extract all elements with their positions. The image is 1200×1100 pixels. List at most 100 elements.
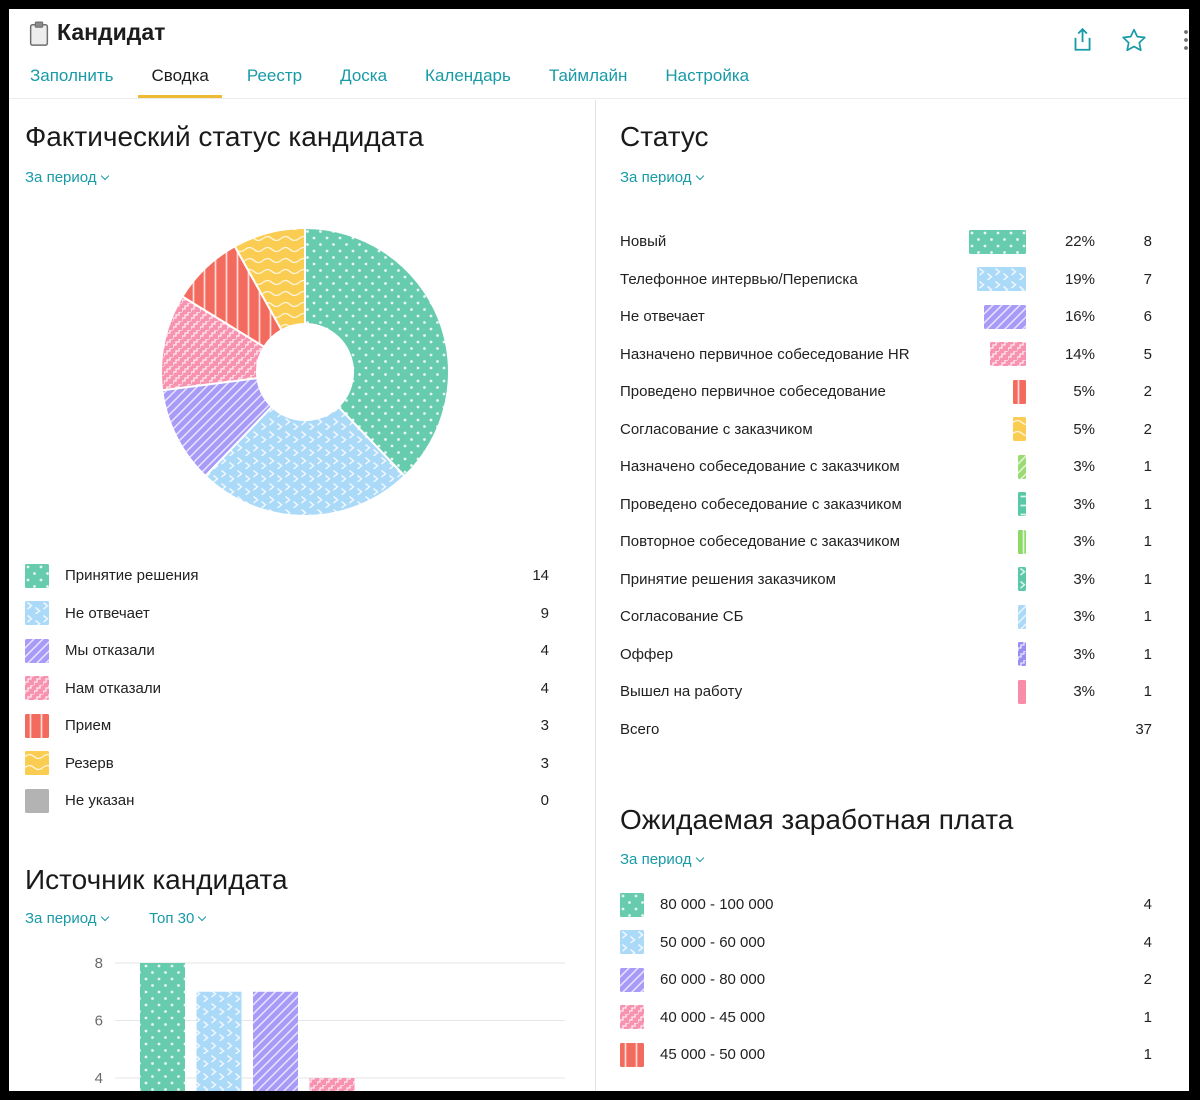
status-total-row: Всего 37 — [620, 711, 1152, 749]
legend-label: Прием — [65, 717, 112, 735]
tab-2[interactable]: Сводка — [138, 66, 222, 98]
status-row: Согласование СБ 3% 1 — [620, 598, 1152, 636]
more-menu-icon[interactable] — [1173, 27, 1189, 53]
legend-swatch — [1018, 492, 1026, 517]
status-label: Оффер — [620, 645, 674, 663]
period-dropdown-source[interactable]: За период — [25, 910, 109, 927]
status-total-value: 37 — [1135, 720, 1152, 738]
legend-label: Не отвечает — [65, 604, 150, 622]
legend-label: Принятие решения — [65, 567, 199, 585]
salary-count: 2 — [1143, 971, 1152, 989]
legend-swatch — [25, 788, 49, 813]
legend-swatch — [977, 267, 1026, 292]
status-row: Проведено собеседование с заказчиком 3% 1 — [620, 486, 1152, 524]
legend-swatch — [1018, 604, 1026, 629]
status-row: Назначено собеседование с заказчиком 3% 1 — [620, 448, 1152, 486]
status-count: 1 — [1143, 495, 1152, 513]
donut-slice-2[interactable] — [204, 405, 406, 517]
status-count: 5 — [1143, 345, 1152, 363]
status-swatch-box — [969, 342, 1026, 367]
legend-swatch — [25, 601, 49, 626]
legend-swatch — [25, 713, 49, 738]
tab-7[interactable]: Настройка — [665, 66, 750, 85]
status-count: 8 — [1143, 233, 1152, 251]
bar-chart-source[interactable]: 8 6 4 — [65, 950, 575, 1091]
window-header: Кандидат — [9, 9, 1189, 59]
legend-item: Принятие решения 14 — [25, 557, 549, 595]
period-dropdown-salary[interactable]: За период — [620, 851, 704, 868]
salary-label: 60 000 - 80 000 — [660, 971, 766, 989]
legend-swatch — [1018, 454, 1026, 479]
tab-3[interactable]: Реестр — [246, 66, 303, 85]
share-icon[interactable] — [1069, 27, 1095, 53]
star-icon[interactable] — [1121, 27, 1147, 53]
status-count: 7 — [1143, 270, 1152, 288]
salary-label: 50 000 - 60 000 — [660, 933, 766, 951]
legend-item: Прием 3 — [25, 707, 549, 745]
legend-swatch — [1018, 679, 1026, 704]
legend-swatch — [620, 930, 644, 955]
salary-count: 1 — [1143, 1008, 1152, 1026]
bar-3[interactable] — [253, 991, 298, 1091]
status-percent: 3% — [1073, 458, 1095, 476]
top30-dropdown-source[interactable]: Топ 30 — [149, 910, 207, 927]
status-count: 6 — [1143, 308, 1152, 326]
legend-swatch — [620, 1042, 644, 1067]
legend-value: 4 — [540, 642, 549, 660]
salary-count: 1 — [1143, 1046, 1152, 1064]
period-dropdown-actual-status[interactable]: За период — [25, 169, 109, 186]
donut-chart-actual-status[interactable] — [155, 222, 455, 522]
status-row: Телефонное интервью/Переписка 19% 7 — [620, 261, 1152, 299]
status-count: 1 — [1143, 458, 1152, 476]
donut-slice-1[interactable] — [304, 227, 450, 477]
donut-slice-6[interactable] — [233, 227, 306, 332]
status-row: Оффер 3% 1 — [620, 636, 1152, 674]
status-label: Проведено собеседование с заказчиком — [620, 495, 902, 513]
status-percent: 5% — [1073, 420, 1095, 438]
legend-swatch — [25, 676, 49, 701]
status-swatch-box — [969, 379, 1026, 404]
legend-swatch — [620, 1005, 644, 1030]
svg-text:6: 6 — [95, 1013, 103, 1030]
clipboard-icon — [29, 21, 49, 46]
status-swatch-box — [969, 604, 1026, 629]
status-percent: 22% — [1064, 233, 1095, 251]
bar-4[interactable] — [309, 1078, 355, 1091]
status-label: Новый — [620, 233, 667, 251]
legend-swatch — [1018, 567, 1026, 592]
salary-row: 40 000 - 45 000 1 — [620, 999, 1152, 1037]
status-count: 2 — [1143, 383, 1152, 401]
status-count: 1 — [1143, 645, 1152, 663]
salary-label: 80 000 - 100 000 — [660, 896, 774, 914]
bar-1[interactable] — [140, 963, 185, 1091]
status-label: Назначено собеседование с заказчиком — [620, 458, 900, 476]
tab-1[interactable]: Заполнить — [30, 66, 114, 85]
period-dropdown-status[interactable]: За период — [620, 169, 704, 186]
legend-swatch — [1018, 529, 1026, 554]
legend-swatch — [990, 342, 1026, 367]
tab-5[interactable]: Календарь — [425, 66, 511, 85]
tab-4[interactable]: Доска — [340, 66, 388, 85]
legend-item: Не отвечает 9 — [25, 595, 549, 633]
legend-item: Нам отказали 4 — [25, 670, 549, 708]
legend-swatch — [969, 229, 1026, 254]
salary-row: 80 000 - 100 000 4 — [620, 886, 1152, 924]
app-window: Кандидат Заполнить Сводка Реестр Доска Кален… — [9, 9, 1189, 1091]
status-count: 2 — [1143, 420, 1152, 438]
legend-item: Не указан 0 — [25, 782, 549, 820]
tab-6[interactable]: Таймлайн — [548, 66, 628, 85]
status-percent: 3% — [1073, 533, 1095, 551]
status-label: Назначено первичное собеседование HR — [620, 345, 910, 363]
donut-legend: Принятие решения 14 Не отвечает 9 Мы отказал… — [25, 557, 549, 820]
bar-2[interactable] — [196, 991, 242, 1091]
svg-text:4: 4 — [95, 1070, 103, 1087]
status-count: 1 — [1143, 533, 1152, 551]
status-percent: 3% — [1073, 683, 1095, 701]
section-title-salary: Ожидаемая заработная плата — [620, 804, 1014, 835]
status-percent: 14% — [1064, 345, 1095, 363]
status-label: Принятие решения заказчиком — [620, 570, 836, 588]
legend-label: Не указан — [65, 792, 135, 810]
status-label: Проведено первичное собеседование — [620, 383, 886, 401]
status-row: Не отвечает 16% 6 — [620, 298, 1152, 336]
chevron-down-icon — [695, 171, 704, 181]
